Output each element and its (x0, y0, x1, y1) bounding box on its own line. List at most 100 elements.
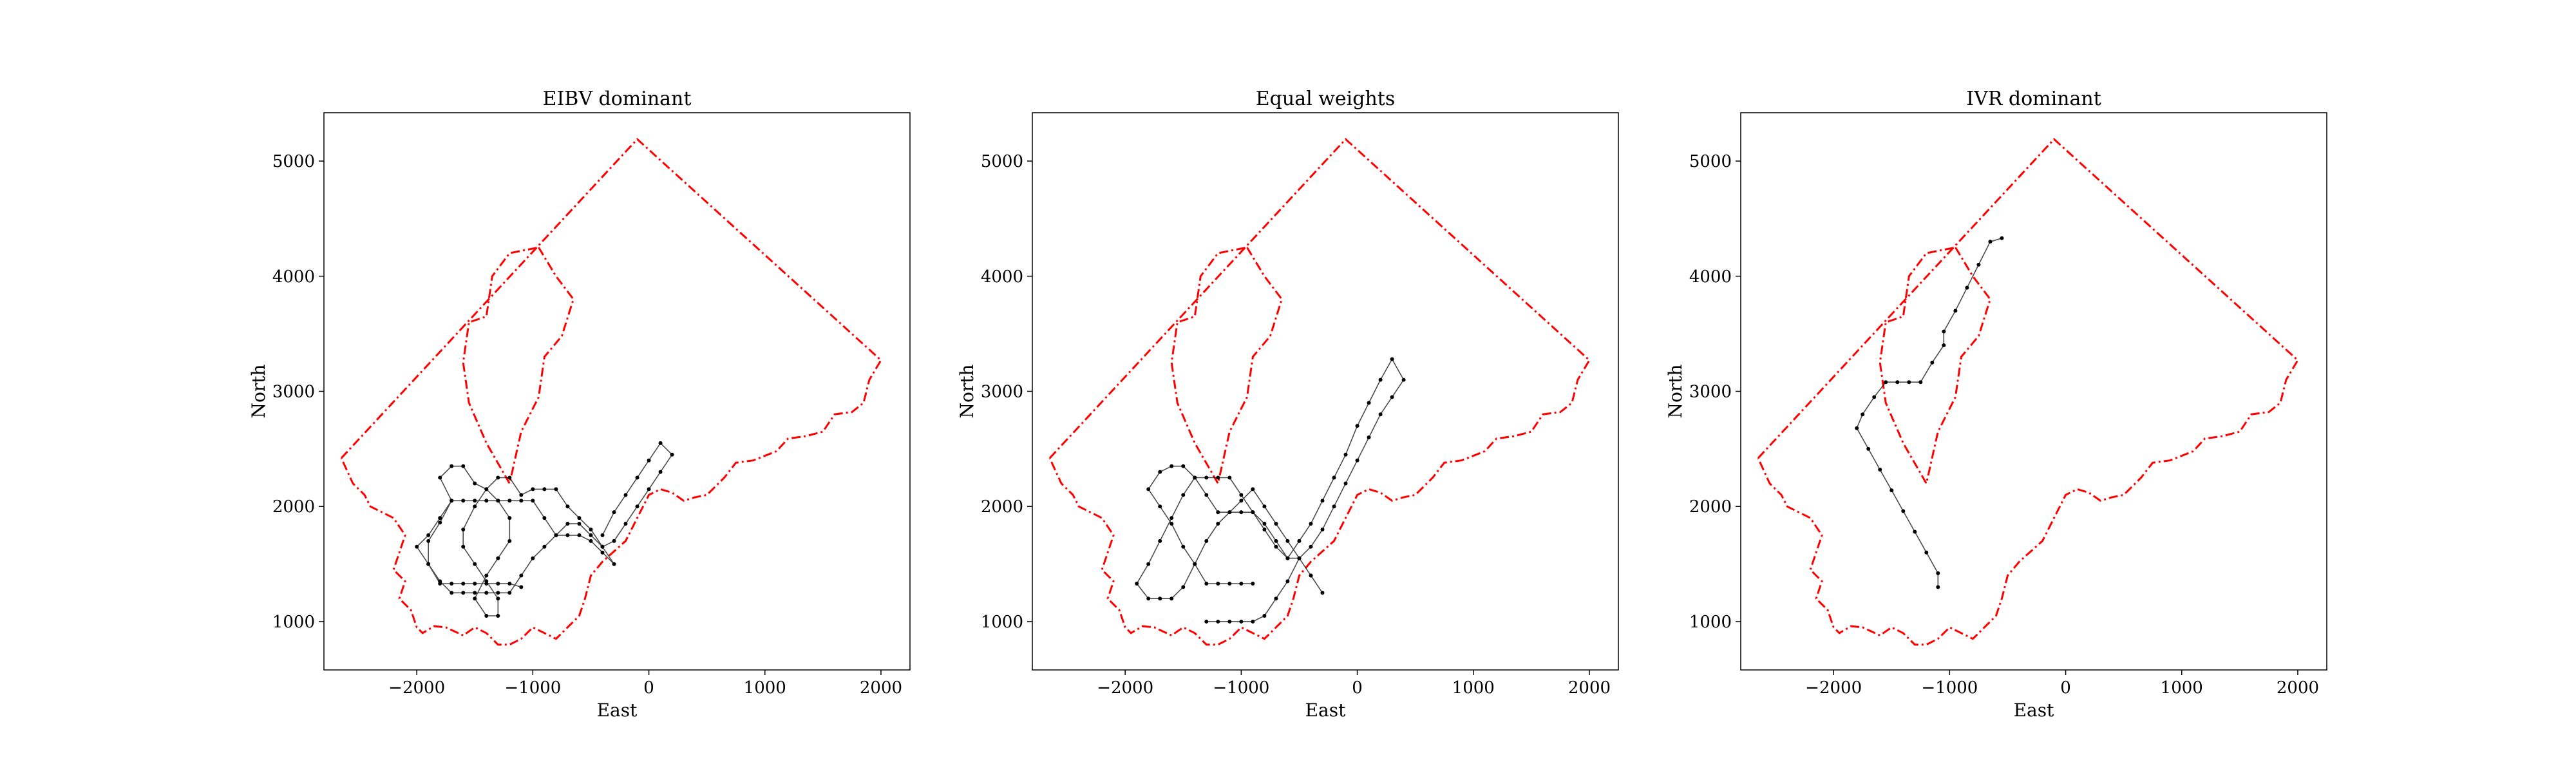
trajectory-point (1262, 522, 1267, 526)
trajectory-point (1988, 240, 1993, 244)
trajectory-point (612, 539, 616, 543)
trajectory-point (1193, 475, 1197, 480)
x-tick-label: 0 (643, 678, 654, 698)
trajectory-point (589, 527, 593, 531)
trajectory-point (1889, 488, 1894, 493)
trajectory-point (450, 499, 454, 503)
trajectory-point (1367, 435, 1371, 439)
trajectory-point (1262, 527, 1267, 531)
trajectory-point (1872, 395, 1877, 399)
trajectory-point (507, 475, 512, 480)
trajectory-point (1170, 522, 1174, 526)
trajectory-point (1965, 285, 1969, 290)
trajectory-point (1878, 468, 1882, 472)
chart-panel-3: IVR dominant −2000 −1000 0 1000 2000 1000 2000 3… (1665, 88, 2327, 721)
trajectory-line (1856, 238, 2002, 587)
trajectory-point (1216, 581, 1220, 586)
x-tick-label: 2000 (860, 678, 902, 698)
trajectory-point (1193, 562, 1197, 566)
trajectory-point (1976, 262, 1981, 267)
boundary-line (1757, 137, 2299, 646)
trajectory-point (1332, 475, 1336, 480)
x-tick-label: 2000 (2277, 678, 2319, 698)
trajectory-point (484, 487, 489, 491)
x-axis-label: East (1305, 700, 1347, 721)
trajectory-point (1907, 380, 1911, 385)
trajectory-point (426, 562, 431, 566)
trajectory-point (1866, 446, 1871, 451)
trajectory-point (461, 527, 466, 531)
trajectory-point (484, 573, 489, 578)
trajectory-point (507, 539, 512, 543)
obstacle-line (462, 246, 575, 486)
trajectory-point (1942, 343, 1946, 348)
x-tick-label: 1000 (1452, 678, 1495, 698)
trajectory-point (1942, 329, 1946, 334)
trajectory-point (473, 504, 477, 509)
trajectory-point (1378, 377, 1383, 382)
trajectory-point (1378, 412, 1383, 417)
trajectory-point (1274, 522, 1278, 526)
trajectory-point (600, 550, 605, 555)
x-axis-label: East (597, 700, 638, 721)
trajectory-point (1895, 380, 1900, 385)
trajectory-point (1913, 530, 1917, 534)
y-tick-label: 4000 (272, 267, 315, 287)
trajectory-point (507, 591, 512, 595)
trajectory-point (461, 591, 466, 595)
chart-title: EIBV dominant (543, 88, 692, 110)
trajectory-point (1901, 509, 1906, 513)
trajectory-point (1216, 522, 1220, 526)
trajectory-point (1320, 591, 1325, 595)
trajectory-point (1204, 475, 1209, 480)
trajectory-point (1936, 571, 1940, 575)
trajectory-point (531, 499, 535, 503)
trajectory-point (600, 544, 605, 549)
trajectory-point (635, 504, 639, 509)
trajectory-point (484, 579, 489, 584)
trajectory-point (1146, 596, 1151, 601)
trajectory-point (415, 544, 419, 549)
trajectory-point (507, 516, 512, 520)
axes-frame (323, 112, 911, 671)
trajectory-point (1227, 619, 1232, 624)
obstacle-line (1170, 246, 1283, 486)
y-tick-label: 3000 (1689, 383, 1732, 402)
y-tick-label: 4000 (1689, 267, 1732, 287)
y-tick-label: 1000 (272, 613, 315, 632)
trajectory-point (496, 591, 500, 595)
trajectory-point (519, 573, 524, 578)
trajectory-point (473, 581, 477, 586)
trajectory-point (1367, 401, 1371, 405)
trajectory-point (461, 499, 466, 503)
trajectory-point (1936, 585, 1940, 589)
chart-title: Equal weights (1256, 88, 1395, 110)
trajectory-point (1274, 544, 1278, 549)
trajectory-point (1953, 309, 1958, 313)
y-tick-label: 5000 (1689, 152, 1732, 171)
trajectory-point (1343, 452, 1348, 457)
trajectory-point (1855, 426, 1859, 430)
trajectory-point (1262, 504, 1267, 509)
trajectory-point (1170, 596, 1174, 601)
y-tick-label: 2000 (981, 497, 1023, 517)
trajectory-point (496, 581, 500, 586)
trajectory-point (461, 464, 466, 468)
x-tick-label: −2000 (1805, 678, 1862, 698)
y-tick-label: 4000 (981, 267, 1023, 287)
x-tick-label: 0 (1352, 678, 1363, 698)
trajectory-point (1135, 581, 1139, 586)
trajectory-point (438, 516, 442, 520)
trajectory-point (565, 522, 570, 526)
trajectory-point (623, 522, 628, 526)
trajectory-point (612, 510, 616, 515)
trajectory-point (531, 487, 535, 491)
chart-panel-2: Equal weights −2000 −1000 0 1000 2000 1000 2000… (956, 88, 1619, 721)
trajectory-point (1297, 539, 1302, 543)
trajectory-point (1239, 499, 1244, 503)
trajectory-point (1181, 585, 1186, 589)
trajectory-point (473, 499, 477, 503)
trajectory-point (473, 562, 477, 566)
chart-title: IVR dominant (1966, 88, 2101, 110)
